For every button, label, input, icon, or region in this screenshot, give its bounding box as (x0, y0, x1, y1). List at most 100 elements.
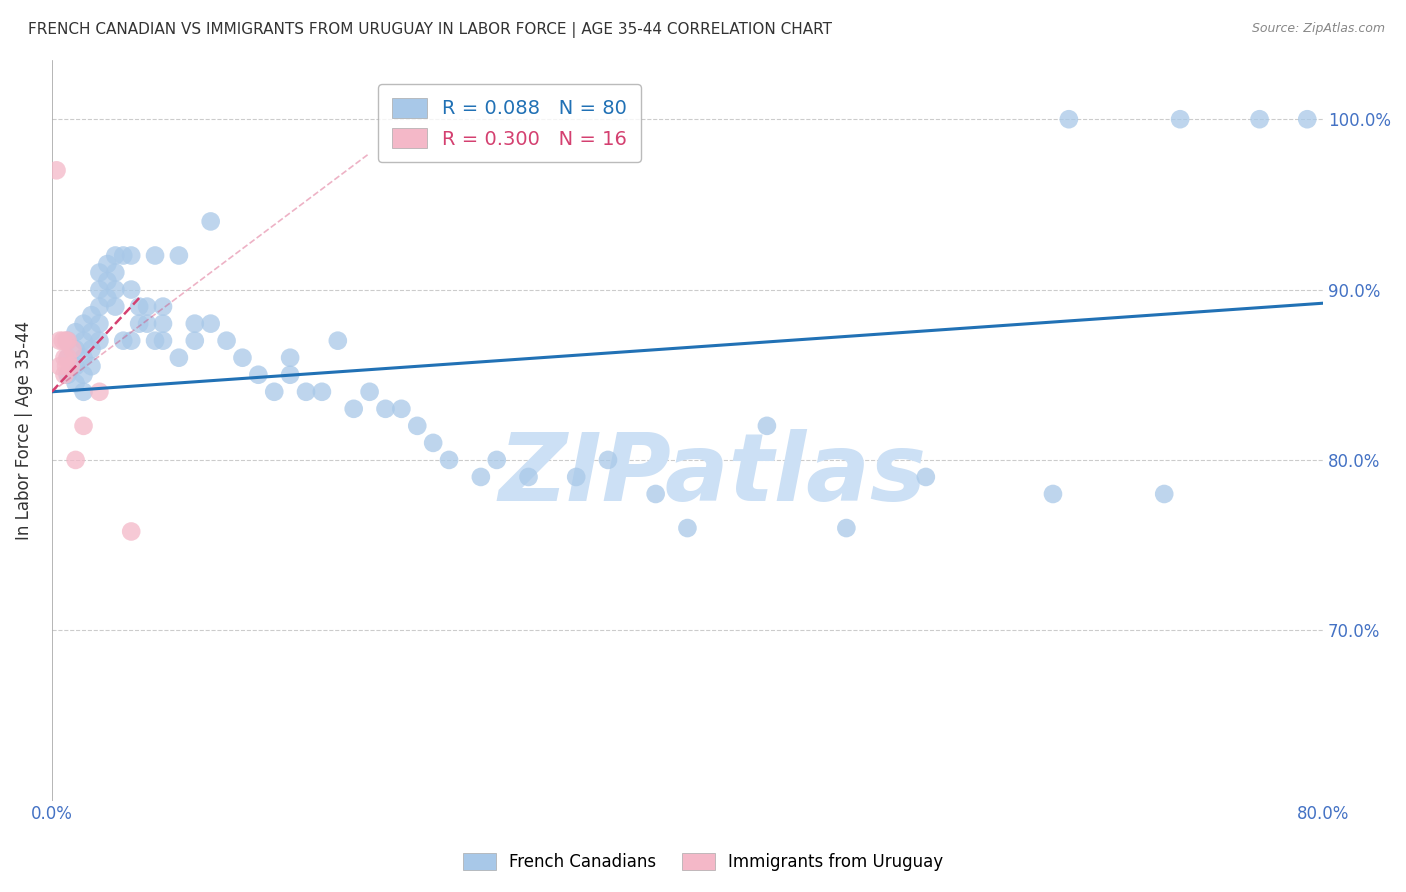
Point (104, 283, 127, 297)
Point (89, 300, 111, 314)
Point (200, 317, 222, 331)
Point (65, 359, 87, 374)
Y-axis label: In Labor Force | Age 35-44: In Labor Force | Age 35-44 (15, 320, 32, 540)
Point (644, 487, 666, 501)
Point (55, 334, 77, 348)
Point (755, 418, 778, 433)
Point (96, 274, 118, 288)
Point (56, 351, 79, 365)
Point (485, 453, 508, 467)
Point (55, 359, 77, 374)
Point (374, 401, 396, 416)
Point (104, 266, 127, 280)
Point (72, 334, 94, 348)
Point (470, 470, 492, 484)
Point (52, 334, 75, 348)
Point (152, 317, 174, 331)
Point (406, 418, 429, 433)
Point (80, 359, 103, 374)
Point (311, 384, 333, 399)
Point (596, 453, 619, 467)
Point (56, 334, 79, 348)
Point (89, 334, 111, 348)
Legend: R = 0.088   N = 80, R = 0.300   N = 16: R = 0.088 N = 80, R = 0.300 N = 16 (378, 84, 641, 162)
Point (167, 248, 190, 262)
Point (48, 359, 70, 374)
Point (517, 470, 540, 484)
Point (143, 334, 166, 348)
Point (184, 317, 207, 331)
Point (231, 351, 253, 365)
Point (128, 317, 150, 331)
Point (56, 351, 79, 365)
Point (72, 351, 94, 365)
Point (152, 334, 174, 348)
Point (136, 317, 159, 331)
Text: ZIPatlas: ZIPatlas (499, 428, 927, 521)
Point (112, 334, 135, 348)
Point (136, 300, 159, 314)
Point (72, 368, 94, 382)
Point (184, 334, 207, 348)
Point (96, 291, 118, 305)
Point (112, 248, 135, 262)
Point (48, 334, 70, 348)
Point (278, 368, 301, 382)
Point (65, 376, 87, 391)
Point (80, 308, 103, 322)
Point (1249, 112, 1271, 127)
Point (89, 266, 111, 280)
Text: Source: ZipAtlas.com: Source: ZipAtlas.com (1251, 22, 1385, 36)
Point (247, 368, 270, 382)
Point (1168, 112, 1191, 127)
Point (65, 325, 87, 339)
Point (120, 524, 142, 539)
Point (167, 351, 190, 365)
Point (143, 248, 166, 262)
Point (914, 470, 936, 484)
Point (326, 334, 349, 348)
Point (56, 368, 79, 382)
Point (62, 342, 84, 356)
Point (676, 521, 699, 535)
Point (1042, 487, 1064, 501)
Point (152, 300, 174, 314)
Point (53, 368, 76, 382)
Point (1153, 487, 1175, 501)
Point (72, 317, 94, 331)
Point (359, 384, 381, 399)
Point (422, 436, 444, 450)
Point (437, 453, 460, 467)
Point (80, 325, 103, 339)
Point (278, 351, 301, 365)
Point (389, 401, 412, 416)
Point (1296, 112, 1319, 127)
Point (65, 342, 87, 356)
Point (104, 248, 127, 262)
Point (120, 283, 142, 297)
Legend: French Canadians, Immigrants from Uruguay: French Canadians, Immigrants from Urugua… (454, 845, 952, 880)
Point (835, 521, 858, 535)
Point (59, 359, 82, 374)
Point (128, 300, 150, 314)
Point (565, 470, 588, 484)
Point (56, 334, 79, 348)
Point (65, 453, 87, 467)
Point (89, 283, 111, 297)
Point (53, 351, 76, 365)
Point (120, 334, 142, 348)
Point (89, 384, 111, 399)
Point (263, 384, 285, 399)
Point (104, 300, 127, 314)
Point (295, 384, 318, 399)
Point (80, 342, 103, 356)
Point (72, 418, 94, 433)
Point (343, 401, 366, 416)
Point (200, 214, 222, 228)
Text: FRENCH CANADIAN VS IMMIGRANTS FROM URUGUAY IN LABOR FORCE | AGE 35-44 CORRELATIO: FRENCH CANADIAN VS IMMIGRANTS FROM URUGU… (28, 22, 832, 38)
Point (89, 317, 111, 331)
Point (215, 334, 238, 348)
Point (96, 257, 118, 271)
Point (1057, 112, 1080, 127)
Point (72, 384, 94, 399)
